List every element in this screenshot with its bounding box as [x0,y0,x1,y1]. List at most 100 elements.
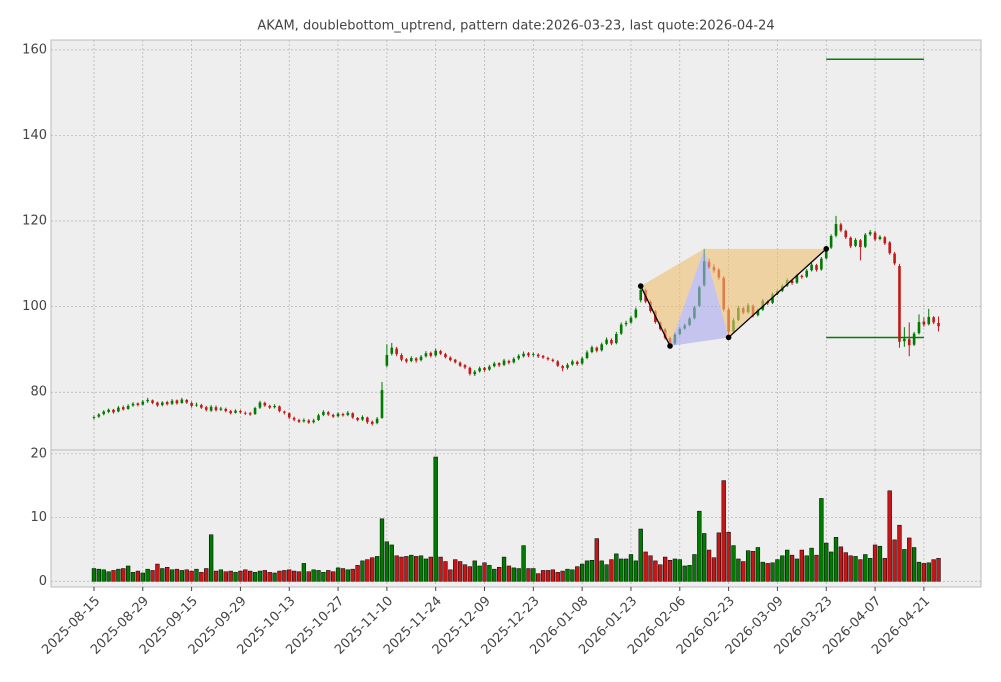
candle-body [932,317,935,323]
volume-bar [423,558,429,582]
candle-body [522,353,525,357]
candle-body [854,239,857,246]
candle-body [97,414,101,417]
volume-bar [536,573,541,582]
volume-bar [672,558,678,582]
volume-bar [379,518,385,582]
volume-bar [794,558,800,582]
candle-body [756,310,760,316]
candle-body [209,406,213,411]
volume-bar [409,554,414,582]
volume-bar [418,555,424,582]
volume-bar [497,566,502,582]
volume-bar [853,556,858,582]
volume-bar [731,545,736,582]
volume-bar [462,564,468,582]
pattern-area [704,248,827,338]
volume-bar [91,568,97,582]
volume-bar [716,532,721,582]
volume-bar [199,572,204,582]
candle-body [117,407,120,412]
volume-bar [638,528,643,582]
volume-bar [301,563,307,582]
candle-body [361,417,364,420]
candle-body [883,237,887,244]
volume-bar [755,547,761,582]
candle-body [414,358,418,361]
volume-bar [545,570,551,582]
candle-body [234,410,237,413]
y-tick-label: 160 [22,42,47,57]
volume-bar [780,555,785,582]
volume-bar [550,569,556,582]
volume-bar [882,558,887,582]
candle-body [449,357,452,361]
volume-bar [614,553,619,582]
volume-bar [487,565,492,582]
volume-bar [433,456,438,582]
volume-bar [350,568,355,582]
candle-body [771,294,774,303]
volume-bar [355,565,360,582]
volume-bar [902,549,907,582]
volume-bar [453,559,458,582]
volume-bar [262,570,267,582]
volume-bar [208,534,214,582]
volume-bar [428,556,433,582]
candle-body [214,407,218,411]
candle-body [468,367,472,374]
volume-bar [335,567,341,582]
volume-bar [345,569,350,582]
volume-bar [653,560,658,582]
candle-body [561,366,564,369]
pattern-area [640,248,705,347]
candle-body [312,420,315,423]
volume-bar [331,571,336,582]
candle-body [161,402,164,406]
candle-body [297,420,301,422]
volume-bar [741,561,746,582]
candle-body [849,237,852,247]
volume-bar [511,567,516,582]
candle-body [200,405,203,408]
candle-body [829,236,833,248]
candle-body [331,414,335,417]
volume-bar [633,560,639,582]
candle-body [551,359,555,361]
candle-body [121,407,125,410]
volume-bar [457,561,463,582]
candle-body [790,280,794,284]
volume-bar [365,559,370,582]
candle-body [517,355,520,359]
pattern-leg [640,285,671,347]
volume-bar [218,569,224,582]
volume-bar [814,554,819,582]
volume-bar [370,557,375,582]
volume-bar [936,558,941,582]
volume-bar [926,562,931,582]
volume-bar [687,565,692,582]
candle-body [278,406,281,412]
candle-body [165,402,169,405]
candle-body [185,399,189,403]
volume-bar [238,570,243,582]
volume-bar [697,510,702,582]
candle-body [92,417,96,418]
candle-body [283,411,286,413]
volume-bar [287,569,292,582]
candle-body [458,362,462,366]
volume-bar [228,570,233,582]
candle-body [566,364,569,368]
candle-body [180,399,184,403]
candle-body [409,357,413,361]
candle-body [492,363,496,367]
candle-body [156,402,159,406]
candle-body [629,317,633,323]
candle-body [639,289,643,301]
volume-bar [609,559,614,582]
candle-body [287,413,291,418]
candle-body [131,403,135,406]
volume-bar [921,563,927,582]
volume-bar [892,539,897,582]
volume-bar [765,563,770,582]
